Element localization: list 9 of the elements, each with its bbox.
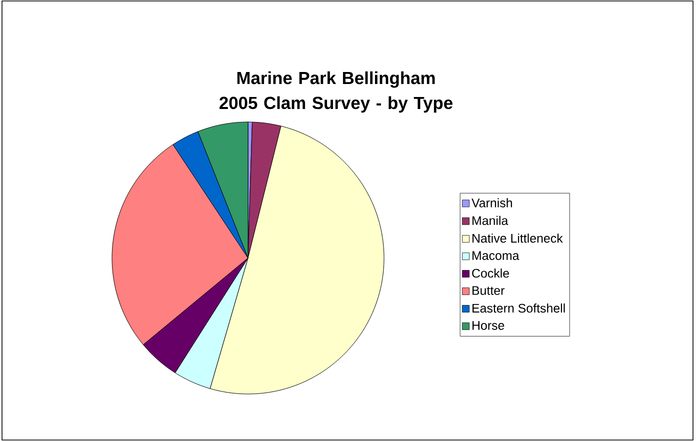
legend-label: Varnish <box>472 198 512 208</box>
legend-label: Horse <box>472 321 504 330</box>
legend-label: Native Littleneck <box>472 234 563 243</box>
legend-label: Macoma <box>472 251 520 260</box>
chart-title: Marine Park Bellingham 2005 Clam Survey - by Type <box>220 71 452 113</box>
legend-label: Manila <box>472 216 508 226</box>
legend-label: Butter <box>472 286 505 295</box>
legend-label: Cockle <box>472 268 509 278</box>
legend-label: Eastern Softshell <box>472 303 565 313</box>
